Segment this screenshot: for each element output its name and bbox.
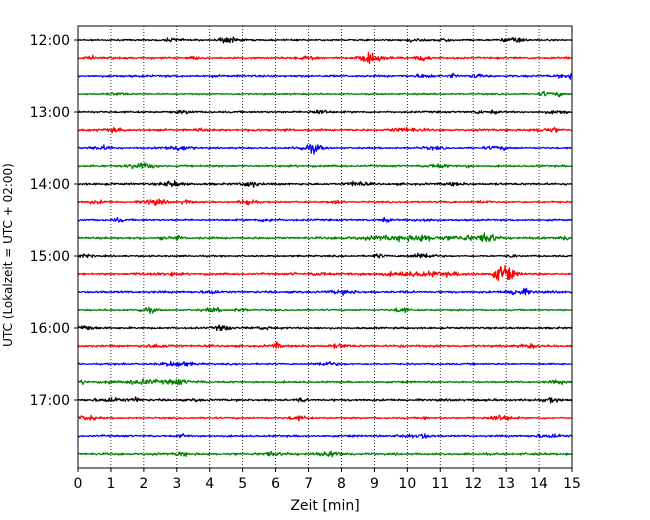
x-tick-label: 4 bbox=[205, 476, 214, 492]
trace-line bbox=[77, 126, 573, 134]
trace-line bbox=[77, 306, 573, 315]
trace-line bbox=[77, 450, 573, 458]
y-tick-label: 14:00 bbox=[30, 177, 70, 193]
x-tick-label: 1 bbox=[106, 476, 115, 492]
plot-frame bbox=[77, 25, 573, 469]
x-tick-label: 13 bbox=[497, 476, 515, 492]
trace-line bbox=[77, 109, 573, 115]
trace-line bbox=[77, 360, 573, 367]
trace-line bbox=[77, 324, 573, 332]
x-tick-label: 0 bbox=[74, 476, 83, 492]
trace-line bbox=[77, 36, 573, 44]
y-tick-label: 13:00 bbox=[30, 105, 70, 121]
y-tick-label: 17:00 bbox=[30, 393, 70, 409]
x-tick-label: 11 bbox=[431, 476, 449, 492]
trace-line bbox=[77, 90, 573, 98]
x-tick-label: 9 bbox=[370, 476, 379, 492]
trace-line bbox=[77, 252, 573, 259]
trace-line bbox=[77, 180, 573, 188]
trace-line bbox=[77, 287, 573, 297]
trace-line bbox=[77, 414, 573, 422]
y-tick-label: 15:00 bbox=[30, 249, 70, 265]
x-tick-label: 3 bbox=[172, 476, 181, 492]
trace-line bbox=[77, 433, 573, 439]
trace-line bbox=[77, 162, 573, 170]
trace-line bbox=[77, 198, 573, 206]
trace-line bbox=[77, 341, 573, 350]
x-tick-label: 15 bbox=[563, 476, 581, 492]
grid-lines bbox=[110, 26, 540, 468]
trace-line bbox=[77, 232, 573, 243]
x-tick-label: 10 bbox=[398, 476, 416, 492]
trace-line bbox=[77, 378, 573, 386]
trace-line bbox=[77, 143, 573, 155]
y-axis-ticks: 12:00 13:00 14:00 15:00 16:00 17:00 bbox=[30, 33, 78, 409]
x-tick-label: 14 bbox=[530, 476, 548, 492]
y-tick-label: 16:00 bbox=[30, 321, 70, 337]
x-tick-label: 7 bbox=[304, 476, 313, 492]
trace-line bbox=[77, 216, 573, 223]
x-tick-label: 8 bbox=[337, 476, 346, 492]
x-tick-label: 5 bbox=[238, 476, 247, 492]
x-tick-label: 6 bbox=[271, 476, 280, 492]
trace-line bbox=[77, 51, 573, 65]
trace-line bbox=[77, 396, 573, 404]
trace-line bbox=[77, 72, 573, 80]
x-axis-ticks: 0 1 2 3 4 5 6 7 8 9 10 11 12 13 14 15 bbox=[74, 468, 581, 492]
x-axis-label: Zeit [min] bbox=[290, 498, 359, 514]
y-tick-label: 12:00 bbox=[30, 33, 70, 49]
x-tick-label: 12 bbox=[464, 476, 482, 492]
seismic-traces bbox=[77, 36, 573, 458]
y-axis-label: UTC (Lokalzeit = UTC + 02:00) bbox=[1, 163, 15, 347]
x-tick-label: 2 bbox=[139, 476, 148, 492]
trace-line bbox=[77, 264, 573, 282]
